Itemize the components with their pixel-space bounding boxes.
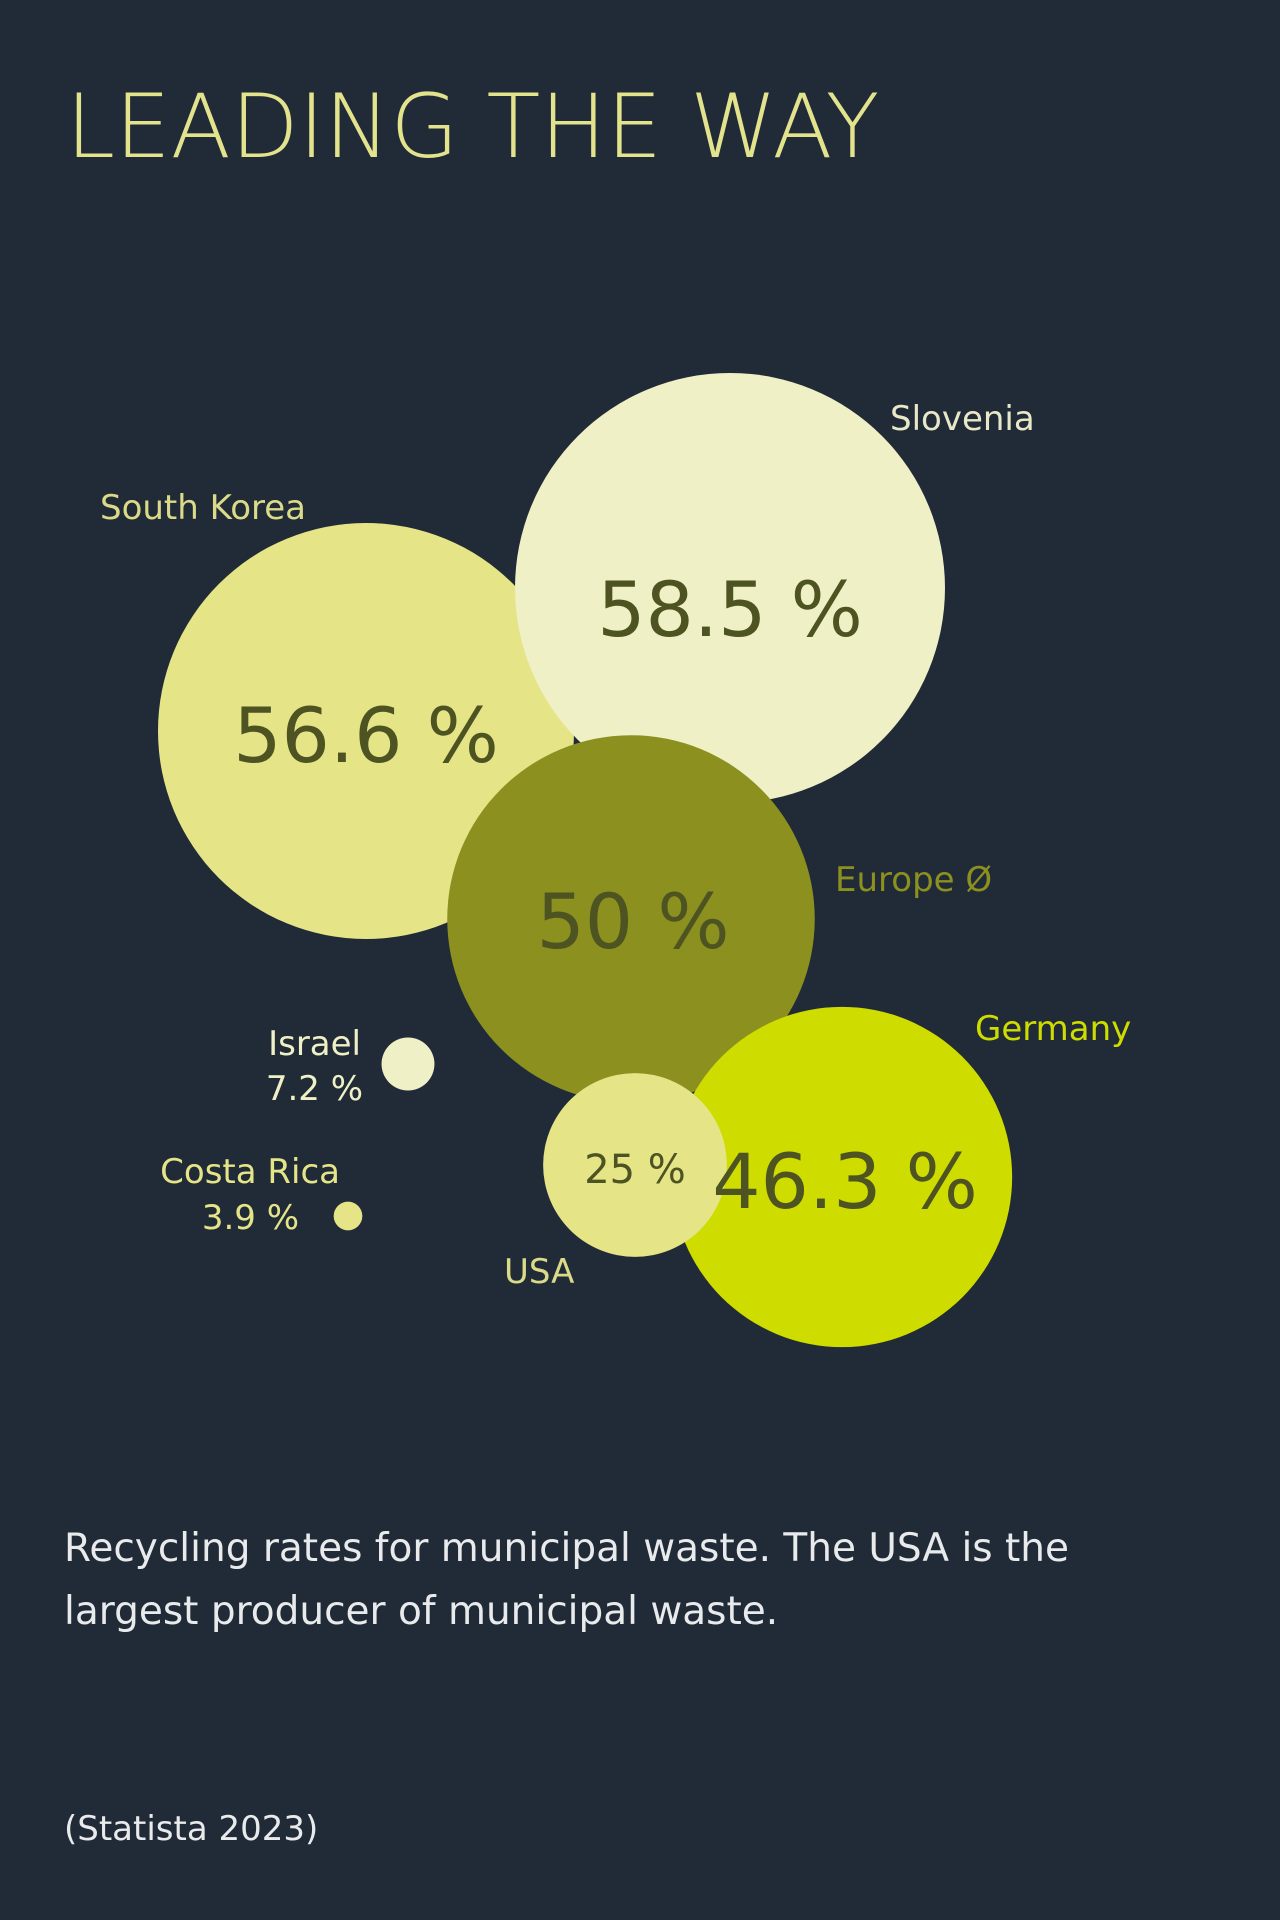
bubble-label: Germany: [975, 1009, 1131, 1049]
bubble: [543, 1073, 727, 1257]
bubble-label: Israel: [268, 1024, 361, 1064]
value-label: 50 %: [536, 877, 729, 966]
source: (Statista 2023): [64, 1809, 318, 1849]
chart-title: LEADING THE WAY: [66, 75, 879, 178]
bubble: [671, 1006, 1013, 1348]
value-label: 3.9 %: [202, 1198, 299, 1238]
value-label: 58.5 %: [597, 565, 863, 654]
description: largest producer of municipal waste.: [64, 1589, 778, 1634]
bubble-label: South Korea: [100, 488, 306, 528]
value-label: 25 %: [584, 1147, 686, 1193]
bubble: [447, 735, 815, 1103]
value-label: 56.6 %: [233, 691, 499, 780]
value-label: 7.2 %: [266, 1069, 363, 1109]
bubble-label: Costa Rica: [160, 1152, 340, 1192]
bubble-label: Slovenia: [890, 399, 1035, 439]
bubble: [515, 373, 945, 803]
value-label: 46.3 %: [712, 1137, 978, 1226]
description: Recycling rates for municipal waste. The…: [64, 1526, 1069, 1571]
bubble-label: USA: [504, 1252, 574, 1292]
bubble: [333, 1201, 363, 1231]
bubble: [381, 1037, 435, 1091]
bubble-label: Europe Ø: [835, 860, 992, 900]
